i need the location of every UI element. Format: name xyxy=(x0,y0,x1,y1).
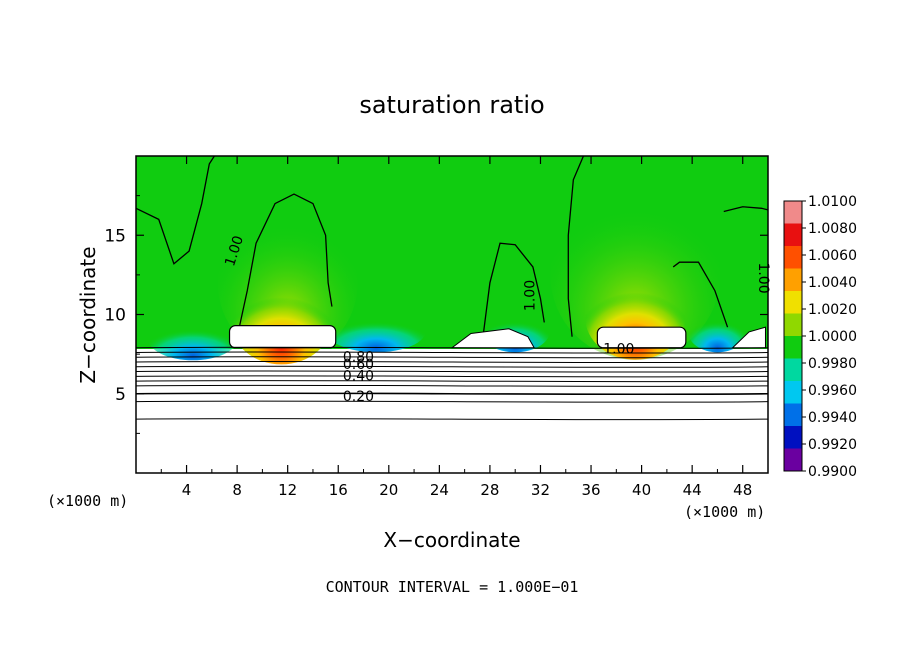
colorbar-swatch xyxy=(784,448,802,471)
contour-label: 1.00 xyxy=(522,280,538,311)
colorbar-swatch xyxy=(784,403,802,426)
contour-line xyxy=(136,356,768,359)
contour-line xyxy=(136,375,768,378)
x-tick-label: 48 xyxy=(733,481,752,499)
contour-line xyxy=(136,392,768,396)
colorbar-swatch xyxy=(784,246,802,269)
x-tick-label: 24 xyxy=(430,481,449,499)
stable-layer xyxy=(136,349,768,473)
contour-line xyxy=(567,156,585,337)
colorbar-label: 1.0040 xyxy=(808,275,857,291)
colorbar-label: 0.9980 xyxy=(808,356,857,372)
x-tick-label: 20 xyxy=(379,481,398,499)
colorbar-label: 1.0100 xyxy=(808,194,857,210)
contour-line xyxy=(136,360,768,364)
contour-line xyxy=(136,351,768,354)
x-unit-right: (×1000 m) xyxy=(684,503,765,521)
colorbar-swatch xyxy=(784,291,802,314)
colorbar-label: 0.9920 xyxy=(808,437,857,453)
colorbar-swatch xyxy=(784,268,802,291)
x-tick-label: 16 xyxy=(329,481,348,499)
contour-line xyxy=(136,418,768,421)
colorbar-swatch xyxy=(784,223,802,246)
y-tick-label: 15 xyxy=(104,226,126,246)
contour-line xyxy=(136,379,768,383)
contour-line xyxy=(239,193,333,326)
contour-line xyxy=(136,400,768,403)
contour-label: 0.80 xyxy=(343,349,374,365)
x-tick-label: 36 xyxy=(581,481,600,499)
contour-label: 1.00 xyxy=(603,341,634,357)
x-tick-label: 44 xyxy=(683,481,702,499)
contour-line xyxy=(136,365,768,368)
x-axis-label: X−coordinate xyxy=(383,528,520,552)
x-tick-label: 8 xyxy=(232,481,242,499)
x-unit-left: (×1000 m) xyxy=(47,492,128,510)
contour-label: 1.00 xyxy=(755,262,771,293)
colorbar-label: 1.0080 xyxy=(808,221,857,237)
dry-region xyxy=(687,308,748,353)
y-axis-label: Z−coordinate xyxy=(76,246,100,383)
colorbar-swatch xyxy=(784,336,802,359)
colorbar-label: 1.0060 xyxy=(808,248,857,264)
chart-title: saturation ratio xyxy=(359,91,544,119)
colorbar-label: 1.0020 xyxy=(808,302,857,318)
x-tick-label: 28 xyxy=(480,481,499,499)
contour-label: 0.20 xyxy=(343,389,374,405)
contour-interval: CONTOUR INTERVAL = 1.000E−01 xyxy=(326,578,579,596)
plot-area xyxy=(136,156,768,473)
colorbar-label: 0.9960 xyxy=(808,383,857,399)
x-axis: 4 8 12 16 20 24 28 32 36 40 44 48 xyxy=(160,156,752,499)
contour-line xyxy=(136,370,768,373)
contour-line xyxy=(672,261,729,328)
colorbar: 1.0100 1.0080 1.0060 1.0040 1.0020 1.0000 0.99… xyxy=(783,194,857,480)
x-tick-label: 32 xyxy=(531,481,550,499)
field-features xyxy=(147,189,766,365)
x-tick-label: 40 xyxy=(632,481,651,499)
dry-region xyxy=(326,308,427,353)
x-tick-label: 4 xyxy=(182,481,192,499)
dry-region xyxy=(147,316,238,361)
contour-line xyxy=(723,206,768,213)
colorbar-label: 1.0000 xyxy=(808,329,857,345)
y-tick-label: 5 xyxy=(115,385,126,405)
clear-zone xyxy=(228,324,337,349)
x-tick-label: 12 xyxy=(278,481,297,499)
y-axis: 5 10 15 xyxy=(104,195,768,434)
colorbar-label: 0.9940 xyxy=(808,410,857,426)
y-tick-label: 10 xyxy=(104,306,126,326)
contour-lines xyxy=(136,156,768,421)
colorbar-label: 0.9900 xyxy=(808,464,857,480)
colorbar-swatch xyxy=(784,313,802,336)
contour-line xyxy=(136,346,768,349)
colorbar-swatch xyxy=(784,381,802,404)
contour-line xyxy=(482,242,545,333)
contour-label: 0.40 xyxy=(343,368,374,384)
colorbar-swatch xyxy=(784,201,802,224)
colorbar-swatch xyxy=(784,426,802,449)
contour-label: 0.60 xyxy=(343,357,374,373)
contour-line xyxy=(136,384,768,387)
contour-line xyxy=(136,156,215,265)
colorbar-swatch xyxy=(784,358,802,381)
